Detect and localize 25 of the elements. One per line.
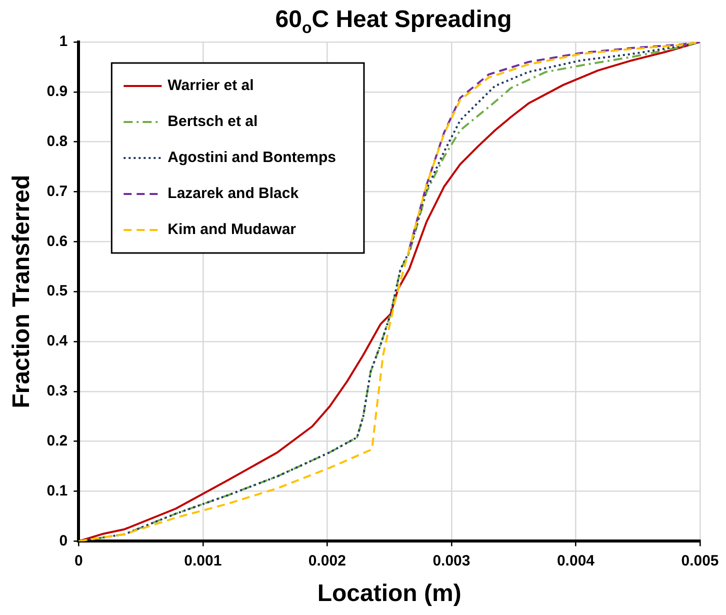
chart-title: 60$_{o}$C Heat Spreading bbox=[274, 6, 513, 38]
y-tick-label: 0.1 bbox=[46, 482, 68, 500]
y-axis-title: Fraction Transferred bbox=[8, 174, 36, 408]
y-tick-label: 0.6 bbox=[46, 232, 68, 250]
legend-label: Lazarek and Black bbox=[168, 185, 300, 202]
x-tick-label: 0.002 bbox=[308, 552, 346, 570]
legend-label: Bertsch et al bbox=[168, 113, 258, 130]
x-tick-label: 0.004 bbox=[556, 552, 596, 570]
y-tick-label: 0.5 bbox=[46, 282, 68, 300]
x-tick-label: 0.003 bbox=[432, 552, 470, 570]
y-tick-label: 0.4 bbox=[46, 332, 68, 350]
x-axis-title: Location (m) bbox=[317, 580, 462, 608]
y-tick-label: 0.2 bbox=[46, 432, 68, 450]
legend-label: Agostini and Bontemps bbox=[168, 149, 336, 166]
legend-label: Kim and Mudawar bbox=[168, 221, 296, 238]
legend-label: Warrier et al bbox=[168, 77, 254, 94]
x-tick-label: 0.001 bbox=[184, 552, 222, 570]
y-tick-label: 0.3 bbox=[46, 382, 68, 400]
x-tick-label: 0 bbox=[74, 552, 83, 570]
x-tick-label: 0.005 bbox=[681, 552, 719, 570]
y-tick-label: 1 bbox=[59, 33, 68, 50]
y-tick-label: 0.9 bbox=[46, 83, 68, 100]
y-tick-label: 0 bbox=[59, 532, 68, 550]
y-tick-label: 0.7 bbox=[46, 182, 68, 200]
y-tick-label: 0.8 bbox=[46, 132, 68, 150]
